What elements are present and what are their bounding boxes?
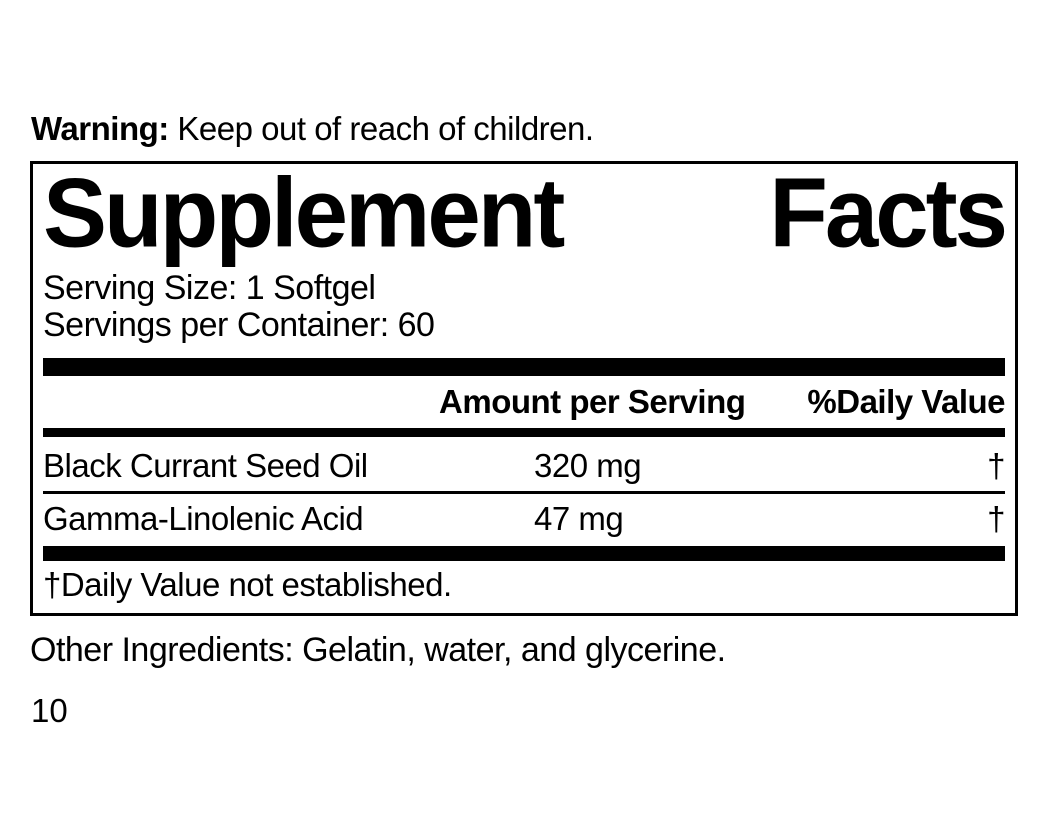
panel-title-word-facts: Facts xyxy=(769,158,1008,268)
warning-line: Warning: Keep out of reach of children. xyxy=(31,110,594,148)
ingredient-name: Black Currant Seed Oil xyxy=(43,447,368,485)
ingredient-name: Gamma-Linolenic Acid xyxy=(43,500,364,538)
ingredient-amount: 47 mg xyxy=(534,500,624,538)
ingredient-daily-value: † xyxy=(987,500,1005,538)
panel-title-word-supplement: Supplement xyxy=(43,158,565,268)
serving-size: Serving Size: 1 Softgel xyxy=(43,269,376,308)
separator-bar-top xyxy=(43,358,1005,377)
table-header-row: Amount per Serving %Daily Value xyxy=(43,384,1005,420)
warning-label: Warning: xyxy=(31,110,169,147)
servings-per-container: Servings per Container: 60 xyxy=(43,306,435,345)
serving-info: Serving Size: 1 Softgel Servings per Con… xyxy=(43,270,1005,344)
page-number: 10 xyxy=(31,692,68,729)
other-ingredients: Other Ingredients: Gelatin, water, and g… xyxy=(30,631,726,669)
warning-text: Keep out of reach of children. xyxy=(168,110,594,147)
table-row: Black Currant Seed Oil 320 mg † xyxy=(43,437,1006,495)
column-header-daily-value: %Daily Value xyxy=(807,383,1005,421)
supplement-facts-panel: Supplement Facts Serving Size: 1 Softgel… xyxy=(30,158,1018,617)
separator-bar-header xyxy=(43,428,1005,438)
daily-value-footnote: †Daily Value not established. xyxy=(43,566,452,604)
column-header-amount: Amount per Serving xyxy=(439,383,746,421)
separator-bar-bottom xyxy=(43,546,1005,562)
ingredient-daily-value: † xyxy=(987,447,1005,485)
ingredient-amount: 320 mg xyxy=(534,447,642,485)
table-row: Gamma-Linolenic Acid 47 mg † xyxy=(43,494,1006,546)
panel-title: Supplement Facts xyxy=(43,158,1008,268)
